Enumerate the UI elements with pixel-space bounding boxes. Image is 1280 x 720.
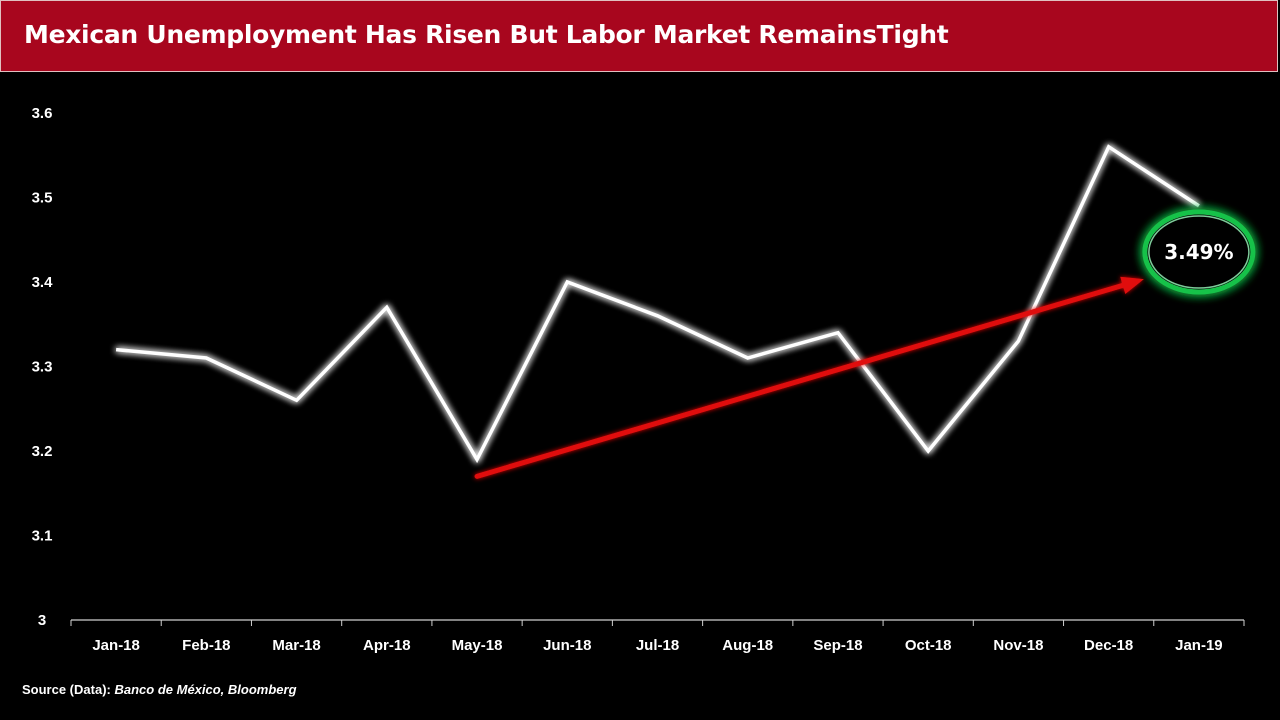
- trend-arrow-shaft: [474, 282, 1126, 479]
- trend-arrow: [474, 276, 1144, 479]
- x-tick-label: Jul-18: [636, 637, 679, 654]
- unemployment-series-line: [115, 144, 1200, 464]
- source-note: Source (Data): Banco de México, Bloomber…: [22, 682, 297, 697]
- y-tick-label: 3.3: [32, 359, 53, 376]
- source-value: Banco de México, Bloomberg: [114, 682, 297, 697]
- x-tick-label: Jun-18: [543, 637, 591, 654]
- x-tick-label: Jan-18: [92, 637, 140, 654]
- x-tick-label: May-18: [452, 637, 503, 654]
- callout-ring-highlight: [1148, 215, 1250, 289]
- callout-ring: [1142, 209, 1256, 295]
- x-tick-label: Apr-18: [363, 637, 411, 654]
- y-tick-label: 3.1: [32, 528, 53, 545]
- y-tick-label: 3.5: [32, 190, 53, 207]
- x-tick-label: Nov-18: [993, 637, 1043, 654]
- x-tick-label: Aug-18: [722, 637, 773, 654]
- source-label: Source (Data):: [22, 682, 111, 697]
- trend-arrow-head: [1120, 276, 1144, 294]
- y-tick-label: 3.4: [32, 274, 54, 291]
- x-tick-label: Sep-18: [813, 637, 862, 654]
- chart-title: Mexican Unemployment Has Risen But Labor…: [24, 20, 949, 49]
- x-tick-label: Oct-18: [905, 637, 952, 654]
- x-tick-label: Mar-18: [272, 637, 320, 654]
- x-tick-label: Jan-19: [1175, 637, 1223, 654]
- x-tick-label: Feb-18: [182, 637, 230, 654]
- callout-label: 3.49%: [1164, 240, 1233, 264]
- title-bar: Mexican Unemployment Has Risen But Labor…: [0, 0, 1278, 72]
- y-tick-label: 3.2: [32, 443, 53, 460]
- x-tick-label: Dec-18: [1084, 637, 1133, 654]
- y-tick-label: 3.6: [32, 105, 53, 122]
- y-tick-label: 3: [38, 612, 46, 629]
